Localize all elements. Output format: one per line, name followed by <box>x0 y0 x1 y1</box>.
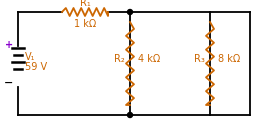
Circle shape <box>128 113 133 117</box>
Text: +: + <box>5 40 13 50</box>
Text: 4 kΩ: 4 kΩ <box>138 53 160 64</box>
Text: R₃: R₃ <box>194 53 205 64</box>
Text: R₂: R₂ <box>114 53 125 64</box>
Text: 1 kΩ: 1 kΩ <box>74 19 96 29</box>
Text: −: − <box>4 78 14 88</box>
Text: 8 kΩ: 8 kΩ <box>218 53 240 64</box>
Text: 59 V: 59 V <box>25 62 47 73</box>
Circle shape <box>128 10 133 14</box>
Text: V₁: V₁ <box>25 52 35 62</box>
Text: R₁: R₁ <box>80 0 90 8</box>
